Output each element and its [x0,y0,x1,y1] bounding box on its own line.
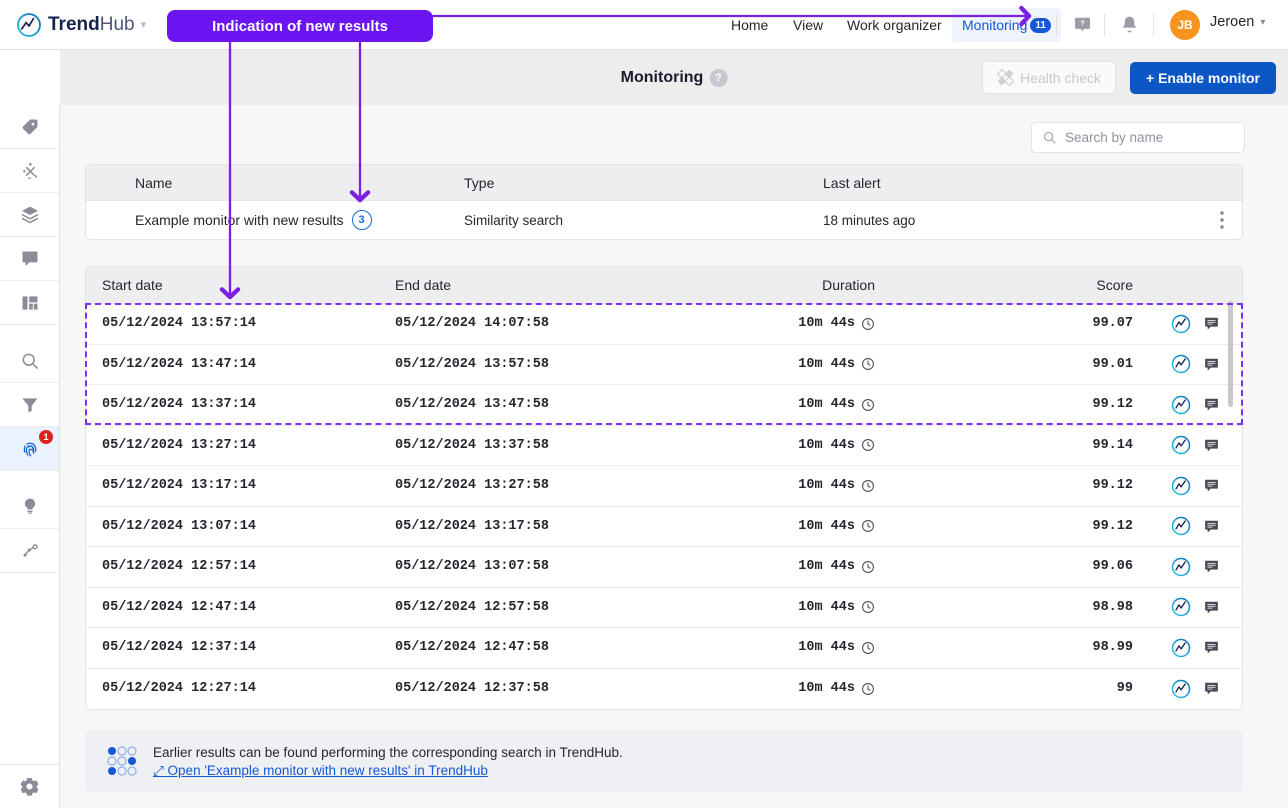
svg-text:?: ? [1080,18,1085,27]
